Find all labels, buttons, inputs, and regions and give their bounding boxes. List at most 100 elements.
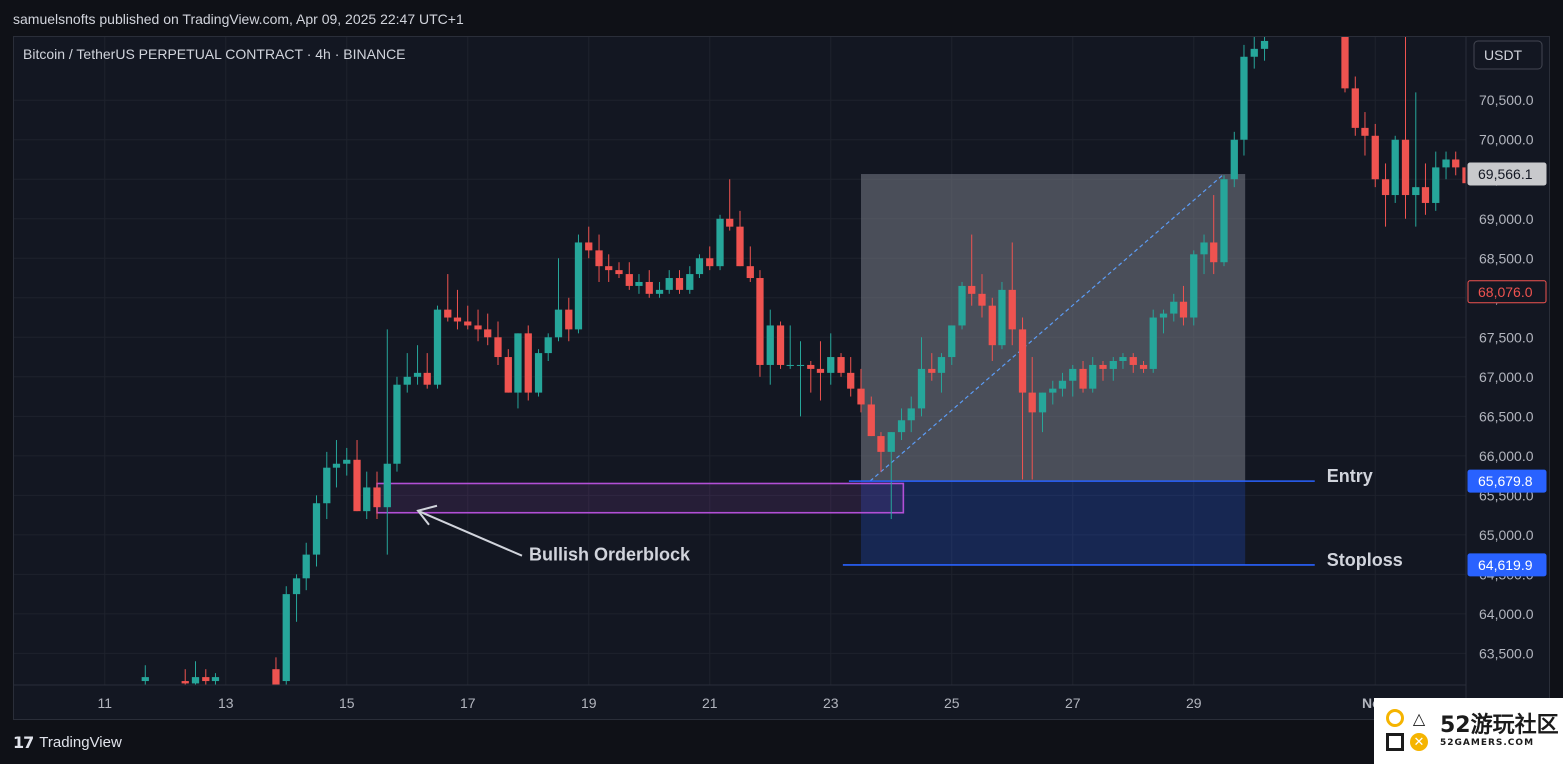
symbol-title: Bitcoin / TetherUS PERPETUAL CONTRACT · …: [23, 46, 406, 62]
y-tick-label: 67,000.0: [1479, 369, 1534, 385]
watermark-subtitle: 52GAMERS.COM: [1440, 738, 1535, 748]
candle-body: [1250, 48, 1258, 57]
y-tick-label: 69,000.0: [1479, 211, 1534, 227]
candle-body: [1028, 392, 1036, 413]
candle-body: [1371, 135, 1379, 180]
y-tick-label: 68,500.0: [1479, 250, 1534, 266]
candle-body: [514, 333, 522, 393]
candle-body: [1170, 301, 1178, 314]
candle-body: [1351, 88, 1359, 128]
candle-body: [1432, 167, 1440, 203]
square-icon: [1386, 733, 1404, 751]
candle-body: [746, 266, 754, 279]
x-tick-label: 21: [702, 695, 718, 711]
x-tick-label: 23: [823, 695, 839, 711]
candle-body: [837, 357, 845, 373]
candle-body: [706, 258, 714, 267]
candle-body: [655, 289, 664, 294]
candle-body: [897, 420, 906, 433]
candle-body: [625, 274, 633, 286]
candle-body: [282, 594, 290, 682]
x-tick-label: 15: [339, 695, 355, 711]
candle-body: [605, 266, 613, 271]
candle-body: [494, 337, 502, 358]
level-label-entry: Entry: [1327, 466, 1373, 486]
candle-body: [534, 353, 543, 393]
tradingview-logo[interactable]: 17 TradingView: [13, 733, 122, 752]
candle-body: [1089, 364, 1097, 389]
candle-body: [867, 404, 875, 437]
candle-body: [272, 669, 280, 685]
candle-body: [766, 325, 774, 365]
candle-body: [1421, 187, 1430, 203]
candle-body: [1391, 139, 1399, 196]
candle-body: [565, 309, 573, 330]
candle-body: [1200, 242, 1208, 255]
position-diagonal: [869, 173, 1225, 482]
candle-body: [1139, 364, 1148, 369]
watermark: △ ✕ 52游玩社区 52GAMERS.COM: [1374, 698, 1563, 764]
candle-body: [141, 677, 149, 682]
candle-body: [756, 278, 764, 365]
currency-button: [1473, 40, 1543, 70]
candle-body: [917, 368, 926, 409]
x-tick-label: 29: [1186, 695, 1202, 711]
candle-body: [948, 325, 956, 358]
candle-body: [181, 681, 189, 684]
stop-zone: [861, 481, 1246, 565]
candle-body: [968, 285, 976, 294]
candle-body: [695, 258, 704, 275]
candle-body: [423, 372, 431, 385]
candle-body: [877, 436, 885, 452]
x-tick-label: 11: [97, 695, 112, 711]
tradingview-logo-icon: 17: [13, 733, 34, 752]
candle-body: [413, 372, 422, 377]
y-tick-label: 65,000.0: [1479, 527, 1534, 543]
candle-body: [302, 554, 310, 579]
candle-body: [988, 305, 996, 346]
candle-body: [1149, 317, 1157, 369]
candle-body: [907, 408, 915, 421]
candle-body: [393, 384, 401, 464]
candle-body: [1452, 159, 1460, 168]
candle-body: [1230, 139, 1238, 180]
candle-body: [1008, 289, 1016, 330]
candle-body: [453, 317, 462, 322]
level-label-stoploss: Stoploss: [1327, 550, 1403, 570]
target-zone: [861, 174, 1246, 482]
candle-body: [857, 388, 865, 405]
candle-body: [202, 677, 210, 682]
candle-body: [615, 270, 623, 275]
candle-body: [1260, 40, 1269, 49]
candle-body: [484, 329, 492, 338]
candle-body: [323, 467, 331, 504]
candle-body: [847, 372, 855, 389]
candle-body: [292, 578, 301, 595]
candle-body: [1361, 127, 1369, 136]
candle-body: [716, 218, 724, 267]
candle-body: [1210, 242, 1218, 263]
candle-body: [474, 325, 482, 330]
y-tick-label: 66,000.0: [1479, 448, 1534, 464]
x-tick-label: 13: [218, 695, 234, 711]
watermark-title: 52游玩社区: [1440, 713, 1559, 738]
candle-body: [928, 368, 936, 373]
price-label-text: 69,566.1: [1478, 166, 1533, 182]
candle-body: [1049, 388, 1057, 393]
circle-icon: [1386, 709, 1404, 727]
candle-body: [363, 487, 371, 512]
price-label-text: 65,679.8: [1478, 473, 1533, 489]
candle-body: [1109, 361, 1117, 369]
candle-body: [1240, 56, 1248, 140]
candle-body: [827, 357, 835, 373]
price-label-tag: [1467, 469, 1547, 493]
candle-body: [595, 250, 603, 267]
y-tick-label: 66,500.0: [1479, 408, 1534, 424]
price-label-tag: [1467, 280, 1547, 304]
candle-body: [444, 309, 452, 318]
candle-body: [635, 281, 643, 286]
price-label-tag: [1467, 162, 1547, 186]
orderblock-arrowhead: [416, 504, 438, 526]
candle-body: [1442, 159, 1450, 168]
